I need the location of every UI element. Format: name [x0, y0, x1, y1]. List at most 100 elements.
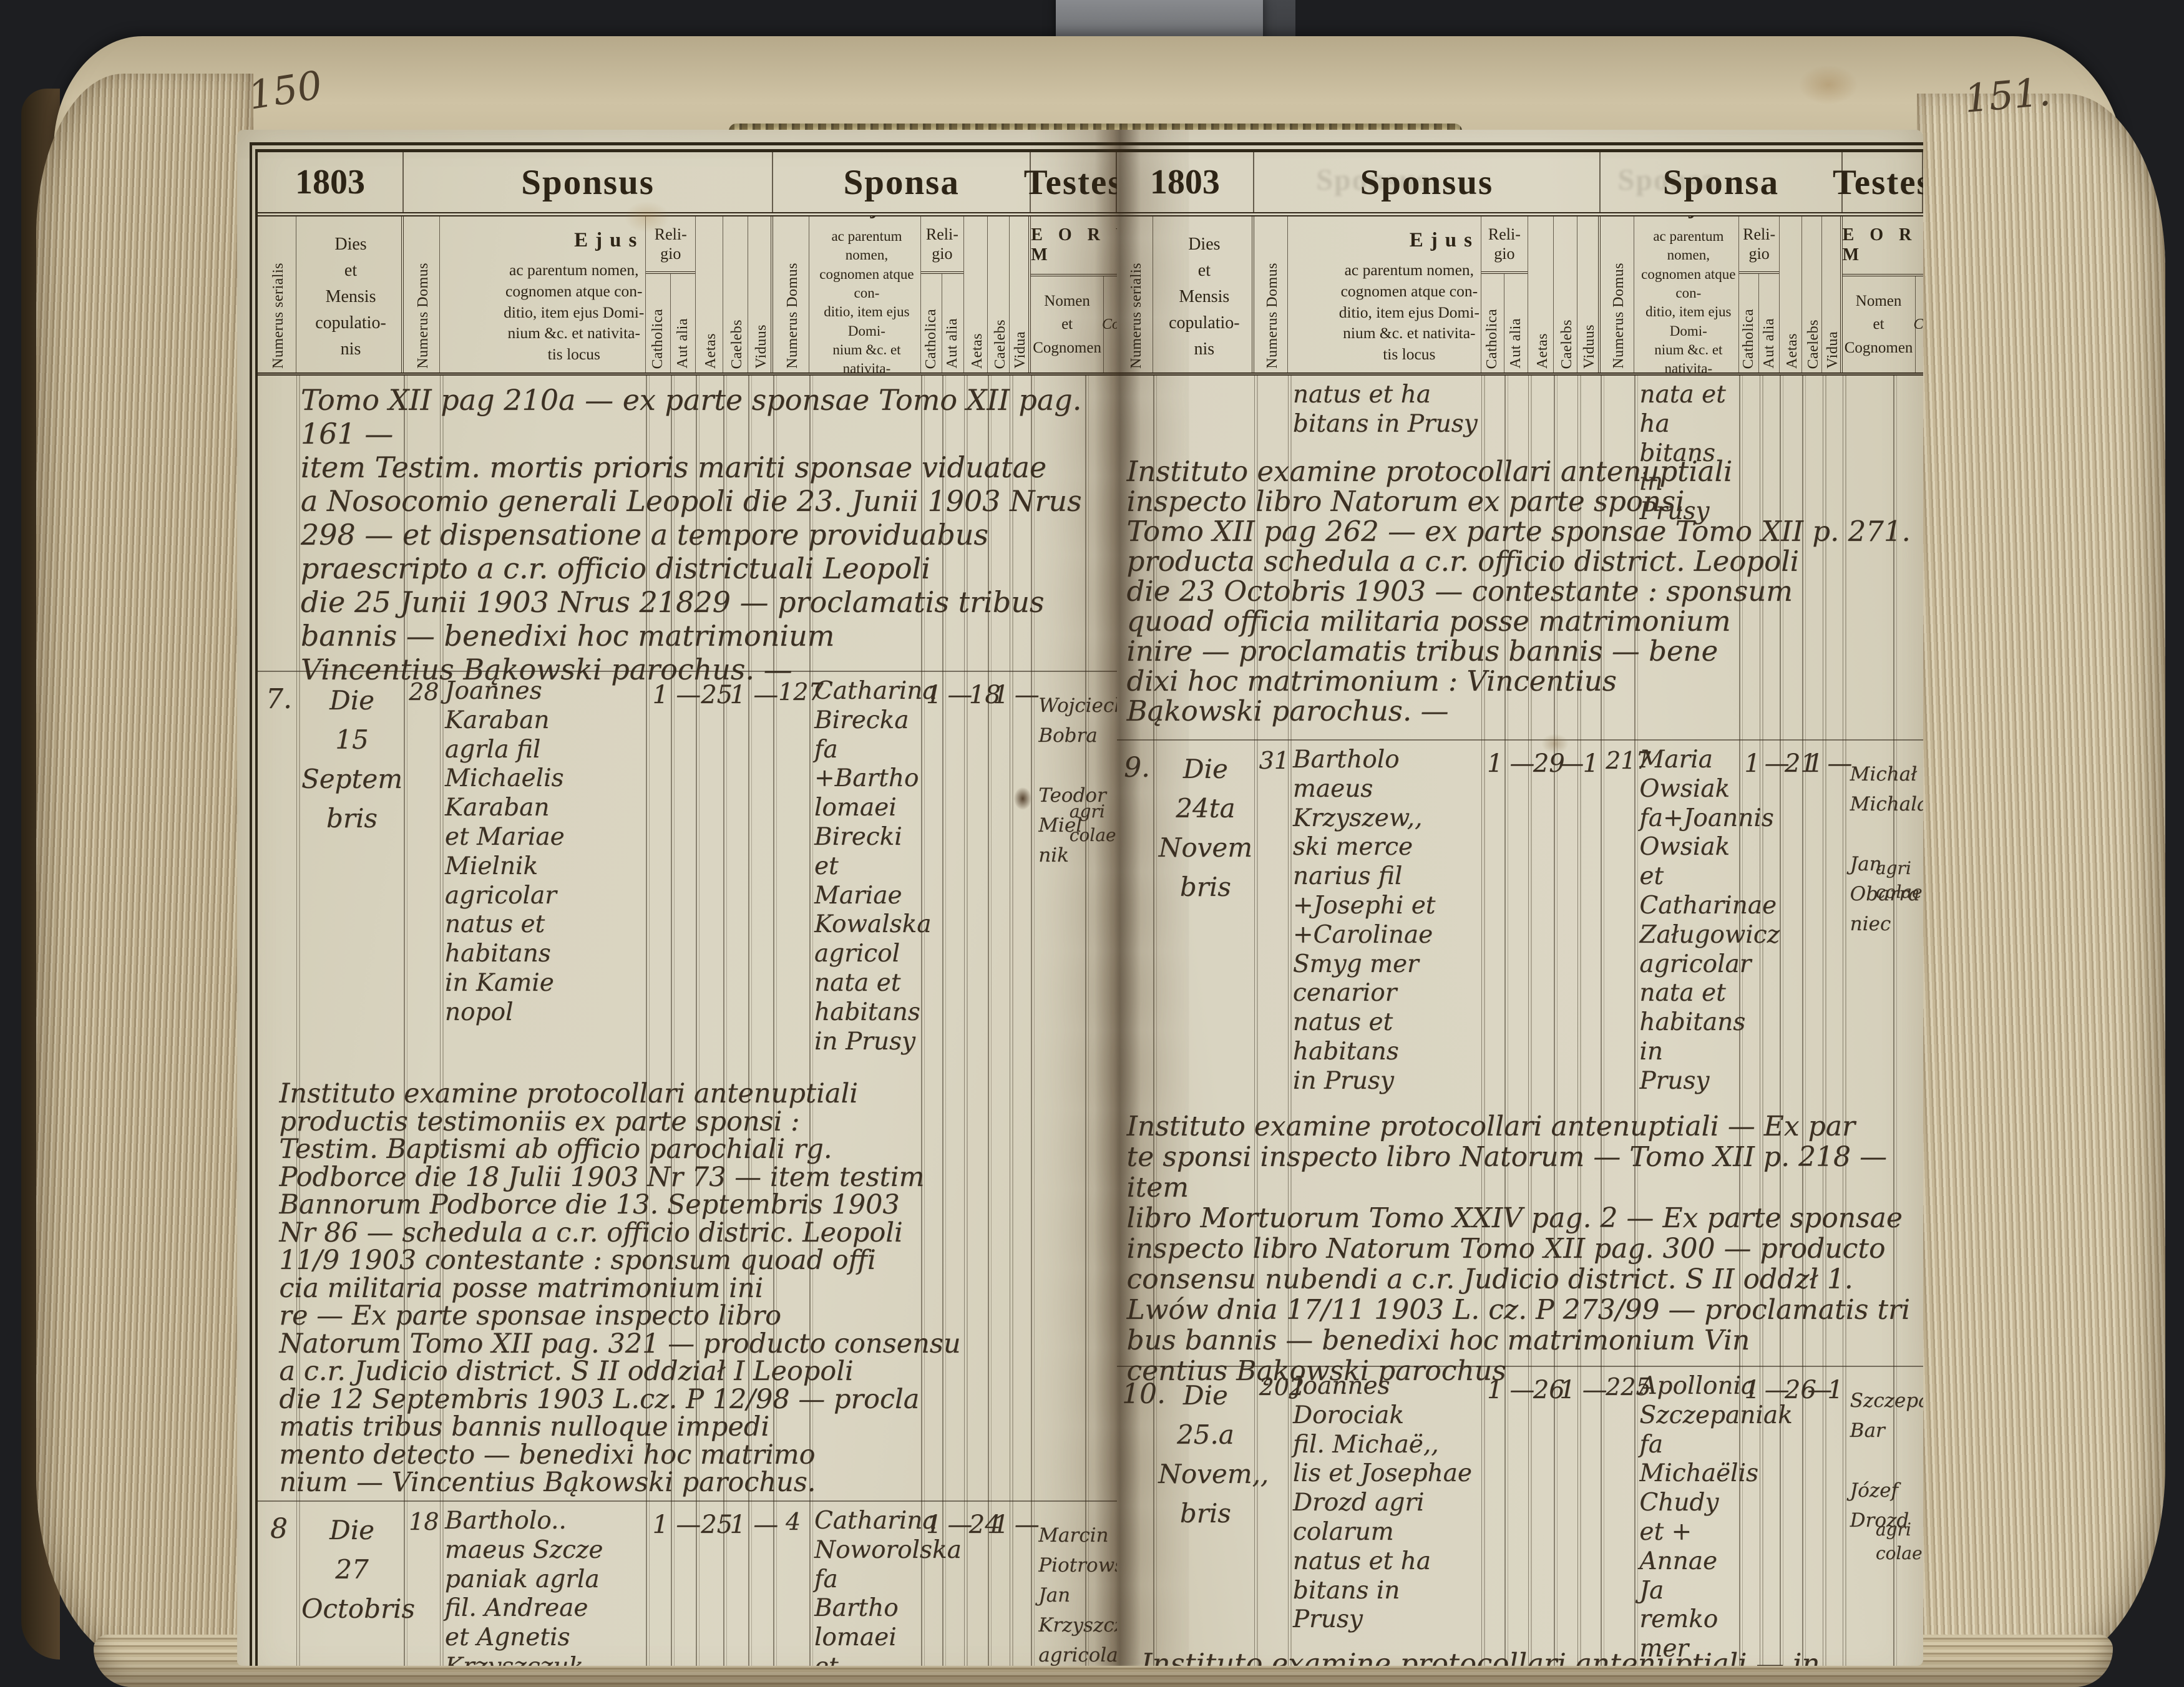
numerus-domus-label: Numerus Domus — [1611, 263, 1627, 369]
column-rule-line — [773, 376, 776, 1666]
column-rule-line — [723, 376, 726, 1666]
numerus-domus-label: Numerus Domus — [414, 263, 431, 369]
column-rule-line — [1893, 376, 1896, 1666]
column-rule-line — [696, 376, 699, 1666]
col-ejus-sponsa: Ejus ac parentum nomen, cognomen atque c… — [809, 216, 921, 372]
column-rule-line — [748, 376, 751, 1666]
sponsa-catholica: 1 — [925, 1510, 942, 1539]
sponsa-description: Apollonia Szczepaniak fa Michaëlis Chudy… — [1639, 1372, 1793, 1666]
col-religio-sponsa: Reli- gio Catholica Aut alia — [920, 216, 964, 372]
entry-continuation-row: natus et ha bitans in Prusy nata et ha b… — [1117, 376, 1923, 525]
entry-serial: 10. — [1122, 1378, 1166, 1410]
col-vidua-sponsa: Vidua — [1010, 216, 1031, 372]
sponsus-description: Joannes Karaban agrla fil Michaelis Kara… — [444, 677, 565, 1026]
column-rule-line — [1759, 376, 1763, 1666]
column-rule-line — [1802, 376, 1805, 1666]
aetas-label: Aetas — [703, 333, 719, 369]
col-numerus-domus-sponsus: Numerus Domus — [404, 216, 440, 372]
col-vidua-sponsa: Vidua — [1822, 216, 1843, 372]
sponsa-description: Catharina Birecka fa +Bartho lomaei Bire… — [814, 677, 937, 1056]
sponsa-title: Sponsa Sponsa — [1601, 152, 1843, 212]
column-rule-line — [1822, 376, 1825, 1666]
col-aut-alia: Aut alia — [942, 274, 963, 372]
entry-7-annotation: Instituto examine protocollari antenupti… — [279, 1078, 961, 1498]
ejus-sublabel: ac parentum nomen, cognomen atque con- d… — [1641, 228, 1736, 372]
catholica-label: Catholica — [1484, 308, 1501, 369]
ejus-sublabel: ac parentum nomen, cognomen atque con- d… — [1338, 261, 1480, 363]
eorum-label: E O R U M — [1842, 216, 1923, 276]
sponsus-house-number: 18 — [409, 1508, 439, 1535]
marginal-note: Instituto examine protocollari antenupti… — [1126, 455, 1911, 727]
sponsus-description: Joannes Dorociak fil. Michaë,, lis et Jo… — [1292, 1372, 1473, 1634]
register-table-right: 1 8 03 Sponsus Sponsus Sponsa Sponsa Testes … — [1117, 142, 1923, 1666]
sponsus-house-number: 31 — [1259, 747, 1289, 774]
col-aetas-sponsus: Aetas — [1528, 216, 1554, 372]
col-religio-sponsa: Reli- gio Catholica Aut alia — [1739, 216, 1780, 372]
sponsa-aut-alia: — — [947, 1510, 973, 1539]
sponsus-description: Bartholo maeus Krzyszew,, ski merce nari… — [1292, 746, 1436, 1095]
col-dies-mensis: Dies et Mensis copulatio- nis — [1153, 216, 1254, 372]
col-aetas-sponsa: Aetas — [964, 216, 988, 372]
col-catholica: Catholica — [646, 274, 671, 372]
witness-names-text: Marcin Piotrowski Jan Krzyszczuk agricol… — [1038, 1524, 1117, 1666]
sponsa-caelebs: 1 — [993, 681, 1009, 709]
entry-date: Die 15 Septem bris — [301, 685, 403, 834]
col-catholica: Catholica — [921, 274, 942, 372]
column-rule-line — [1739, 376, 1742, 1666]
marginal-note: Tomo XII pag 210a — ex parte sponsae Tom… — [300, 383, 1082, 686]
column-headers: Numerus serialis Dies et Mensis copulati… — [1117, 216, 1923, 376]
col-aut-alia: Aut alia — [1504, 274, 1528, 372]
column-rule-line — [646, 376, 649, 1666]
col-testes-eorum: E O R U M Nomen et Cognomen Conditio — [1031, 216, 1117, 372]
col-caelebs-sponsa: Caelebs — [988, 216, 1010, 372]
column-rule-line — [988, 376, 991, 1666]
col-testes-eorum: E O R U M Nomen et Cognomen Conditio — [1842, 216, 1923, 372]
sponsus-caelebs: 1 — [729, 1510, 746, 1539]
caelebs-label: Caelebs — [729, 319, 746, 369]
sponsus-catholica: 1 — [652, 681, 669, 709]
caelebs-label: Caelebs — [992, 319, 1008, 369]
column-rule-line — [1634, 376, 1637, 1666]
table-title-row: 1 8 03 Sponsus Sponsa Testes — [258, 152, 1117, 216]
column-rule-line — [1577, 376, 1581, 1666]
col-numerus-serialis: Numerus serialis — [258, 216, 296, 372]
register-entry-8: 8 Die 27 Octobris 18 Bartholo.. maeus Sz… — [258, 1500, 1117, 1666]
col-aetas-sponsa: Aetas — [1780, 216, 1803, 372]
year-header: 1 8 03 — [1117, 152, 1254, 212]
year-printed-digit: 8 — [313, 163, 331, 202]
col-aetas-sponsus: Aetas — [696, 216, 724, 372]
col-caelebs-sponsa: Caelebs — [1802, 216, 1823, 372]
column-rule-line — [1085, 376, 1088, 1666]
right-fore-edge-pages — [1917, 94, 2165, 1666]
left-page: 1 8 03 Sponsus Sponsa Testes Numerus seria… — [237, 130, 1117, 1666]
entry-date: Die 27 Octobris — [301, 1515, 416, 1624]
col-religio-sponsus: Reli- gio Catholica Aut alia — [1481, 216, 1528, 372]
table-body-left: Tomo XII pag 210a — ex parte sponsae Tom… — [258, 376, 1117, 1666]
column-rule-line — [1601, 376, 1604, 1666]
catholica-label: Catholica — [650, 308, 666, 369]
col-caelebs-sponsus: Caelebs — [723, 216, 749, 372]
column-rule-line — [1153, 376, 1156, 1666]
right-page: 1 8 03 Sponsus Sponsus Sponsa Sponsa Testes … — [1117, 130, 1923, 1666]
register-entry-7: 7. Die 15 Septem bris 28 Joannes Karaban… — [258, 671, 1117, 1072]
sponsus-house-number: 28 — [409, 678, 439, 706]
sponsus-title: Sponsus Sponsus — [1254, 152, 1601, 212]
year-digit: 1 — [1149, 163, 1168, 202]
col-viduus-sponsus: Viduus — [748, 216, 774, 372]
sponsus-aut-alia: — — [1509, 749, 1535, 778]
sponsus-catholica: 1 — [1486, 1376, 1503, 1404]
dies-mensis-label: Dies et Mensis copulatio- nis — [315, 235, 386, 359]
sponsa-caelebs: 1 — [993, 1510, 1009, 1539]
bleed-through-text: Sponsa — [1617, 163, 1717, 197]
page-number-right: 151. — [1962, 69, 2052, 122]
sponsa-house-number: 127 — [778, 678, 824, 706]
conditio-label: Conditio — [1101, 316, 1117, 333]
col-ejus-sponsus: Ejus ac parentum nomen, cognomen atque c… — [440, 216, 646, 372]
catholica-label: Catholica — [1740, 308, 1757, 369]
aut-alia-label: Aut alia — [1760, 318, 1777, 369]
sponsus-title-text: Sponsus — [1360, 162, 1494, 202]
year-printed-digit: 8 — [1167, 163, 1185, 202]
entry-serial: 9. — [1124, 752, 1151, 784]
